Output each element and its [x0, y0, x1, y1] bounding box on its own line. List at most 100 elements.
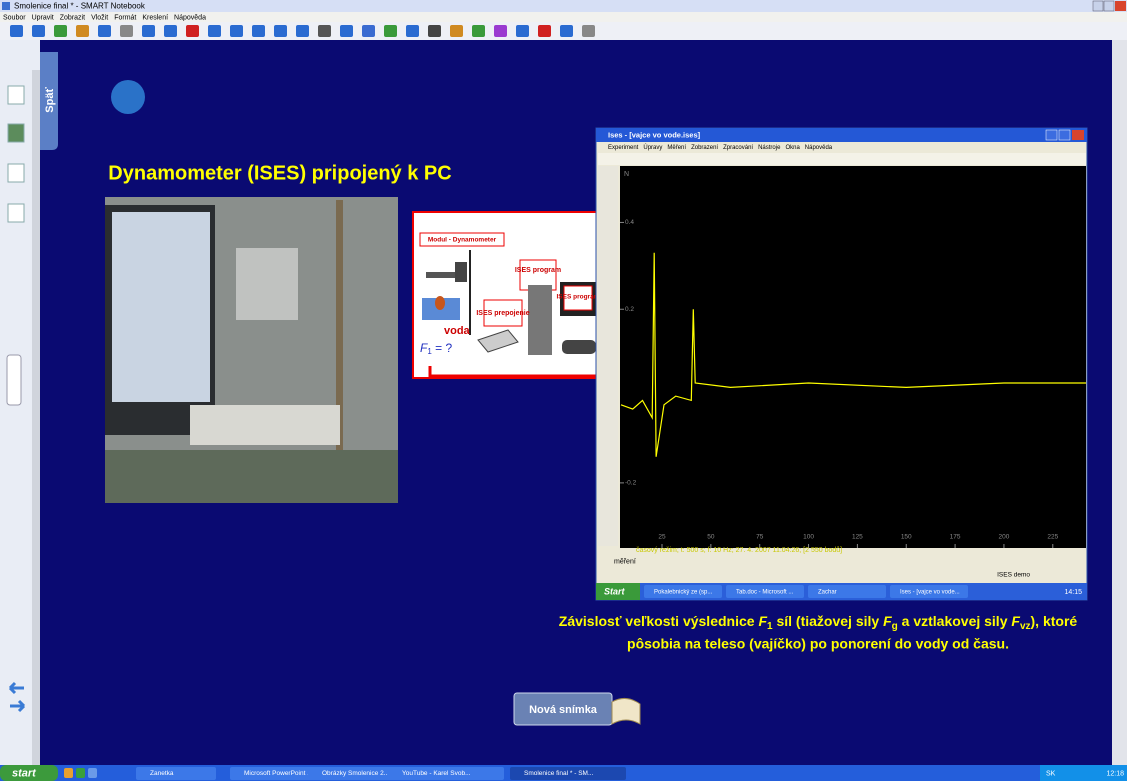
tool-button[interactable] [230, 25, 243, 37]
ises-start[interactable]: Start [604, 586, 626, 596]
ises-menu-item[interactable]: Zpracování [723, 145, 753, 151]
properties-tab[interactable] [8, 204, 24, 222]
panel-toggle[interactable] [7, 355, 21, 405]
diagram-label: ISES program [515, 267, 561, 274]
tool-button[interactable] [296, 25, 309, 37]
tool-button[interactable] [428, 25, 441, 37]
ises-menu-item[interactable]: Experiment [608, 145, 639, 151]
app-icon [2, 2, 10, 10]
menu-item[interactable]: Upravit [32, 14, 54, 21]
page-sorter-tab[interactable] [8, 86, 24, 104]
x-tick-label: 50 [707, 534, 715, 541]
menu-item[interactable]: Vložit [91, 14, 108, 21]
task-label: Obrázky Smolenice 2... [322, 770, 389, 777]
tool-button[interactable] [252, 25, 265, 37]
tool-button[interactable] [494, 25, 507, 37]
gallery-tab[interactable] [8, 124, 24, 142]
tool-button[interactable] [208, 25, 221, 37]
ises-menu-item[interactable]: Zobrazení [691, 145, 718, 151]
task-button[interactable] [136, 767, 216, 780]
tool-button[interactable] [164, 25, 177, 37]
vertical-scrollbar[interactable] [32, 70, 40, 765]
tool-button[interactable] [582, 25, 595, 37]
tool-button[interactable] [362, 25, 375, 37]
ises-demo: ISES demo [997, 572, 1030, 579]
caption-part: vz [1020, 621, 1031, 632]
clock: 12:18 [1106, 770, 1124, 777]
ises-menu-item[interactable]: Nástroje [758, 145, 781, 151]
menu-item[interactable]: Soubor [3, 14, 26, 21]
ises-task-label: Zachar [818, 590, 837, 596]
tool-button[interactable] [10, 25, 23, 37]
tool-button[interactable] [384, 25, 397, 37]
smart-notebook-window: Smolenice final * - SMART Notebook Soubo… [0, 0, 1127, 781]
menu: Soubor Upravit Zobrazit Vložit Formát Kreslen… [3, 14, 206, 21]
ises-clock: 14:15 [1064, 589, 1082, 596]
diagram-label: voda [444, 325, 471, 337]
menu-item[interactable]: Zobrazit [60, 14, 85, 21]
maximize-button[interactable] [1104, 1, 1114, 11]
menu-item[interactable]: Formát [114, 14, 136, 21]
ises-menu-item[interactable]: Úpravy [643, 144, 662, 151]
quick-launch-icon[interactable] [64, 768, 73, 778]
close-button[interactable] [1115, 1, 1126, 11]
task-label: YouTube - Karel Svob... [402, 770, 471, 777]
quick-launch-icon[interactable] [76, 768, 85, 778]
tool-button[interactable] [538, 25, 551, 37]
diagram-label: F1 = ? [420, 341, 452, 356]
start-label: start [12, 767, 37, 779]
window-title: Smolenice final * - SMART Notebook [14, 2, 146, 11]
caption-part: síl (tiažovej sily [773, 613, 884, 629]
tool-button[interactable] [450, 25, 463, 37]
ises-menu-item[interactable]: Okna [785, 145, 800, 151]
tool-button[interactable] [560, 25, 573, 37]
tool-button[interactable] [340, 25, 353, 37]
right-edge [1112, 40, 1127, 765]
tool-button[interactable] [516, 25, 529, 37]
tool-button[interactable] [186, 25, 199, 37]
ises-tab[interactable]: měření [614, 558, 636, 565]
minimize-button[interactable] [1093, 1, 1103, 11]
caption-line: pôsobia na teleso (vajíčko) po ponorení … [627, 636, 1009, 652]
x-tick-label: 225 [1047, 534, 1058, 541]
slide-title: Dynamometer (ISES) pripojený k PC [108, 162, 451, 184]
diagram-label: Modul - Dynamometer [428, 237, 497, 244]
task-label: Smolenice final * - SM... [524, 770, 594, 777]
tool-button[interactable] [472, 25, 485, 37]
x-tick-label: 25 [658, 534, 666, 541]
ises-task-label: Pokalebnický ze (sp... [654, 590, 713, 596]
ises-menu-item[interactable]: Nápověda [805, 145, 833, 151]
menu-item[interactable]: Kreslení [142, 14, 168, 21]
x-tick-label: 175 [950, 534, 961, 541]
menu-bar [0, 12, 1127, 22]
menu-item[interactable]: Nápověda [174, 14, 206, 21]
ises-title: Ises - [vajce vo vode.ises] [608, 130, 701, 139]
new-slide-label: Nová snímka [529, 704, 598, 716]
ises-task-label: Ises - [vajce vo vode... [900, 590, 960, 596]
attachments-tab[interactable] [8, 164, 24, 182]
title-bar [0, 0, 1127, 12]
language: SK [1046, 770, 1056, 777]
y-tick-label: 0.4 [625, 219, 634, 226]
tool-button[interactable] [274, 25, 287, 37]
tool-button[interactable] [406, 25, 419, 37]
x-tick-label: 125 [852, 534, 863, 541]
caption-part: a vztlakovej sily [898, 613, 1012, 629]
task-label: Microsoft PowerPoint ... [244, 770, 313, 777]
y-axis-label: N [624, 171, 629, 178]
tool-button[interactable] [120, 25, 133, 37]
back-tab-label: Späť [44, 87, 56, 113]
ises-menu-item[interactable]: Měření [667, 145, 686, 151]
tool-button[interactable] [98, 25, 111, 37]
tool-button[interactable] [318, 25, 331, 37]
caption-part: Závislosť veľkosti výslednice [559, 613, 759, 629]
tool-button[interactable] [76, 25, 89, 37]
quick-launch-icon[interactable] [88, 768, 97, 778]
diagram-label: ISES prepojenie [476, 310, 529, 317]
tool-button[interactable] [54, 25, 67, 37]
diagram-label: ISES program [557, 294, 600, 301]
x-tick-label: 100 [803, 534, 814, 541]
y-tick-label: 0.2 [625, 306, 634, 313]
tool-button[interactable] [32, 25, 45, 37]
tool-button[interactable] [142, 25, 155, 37]
